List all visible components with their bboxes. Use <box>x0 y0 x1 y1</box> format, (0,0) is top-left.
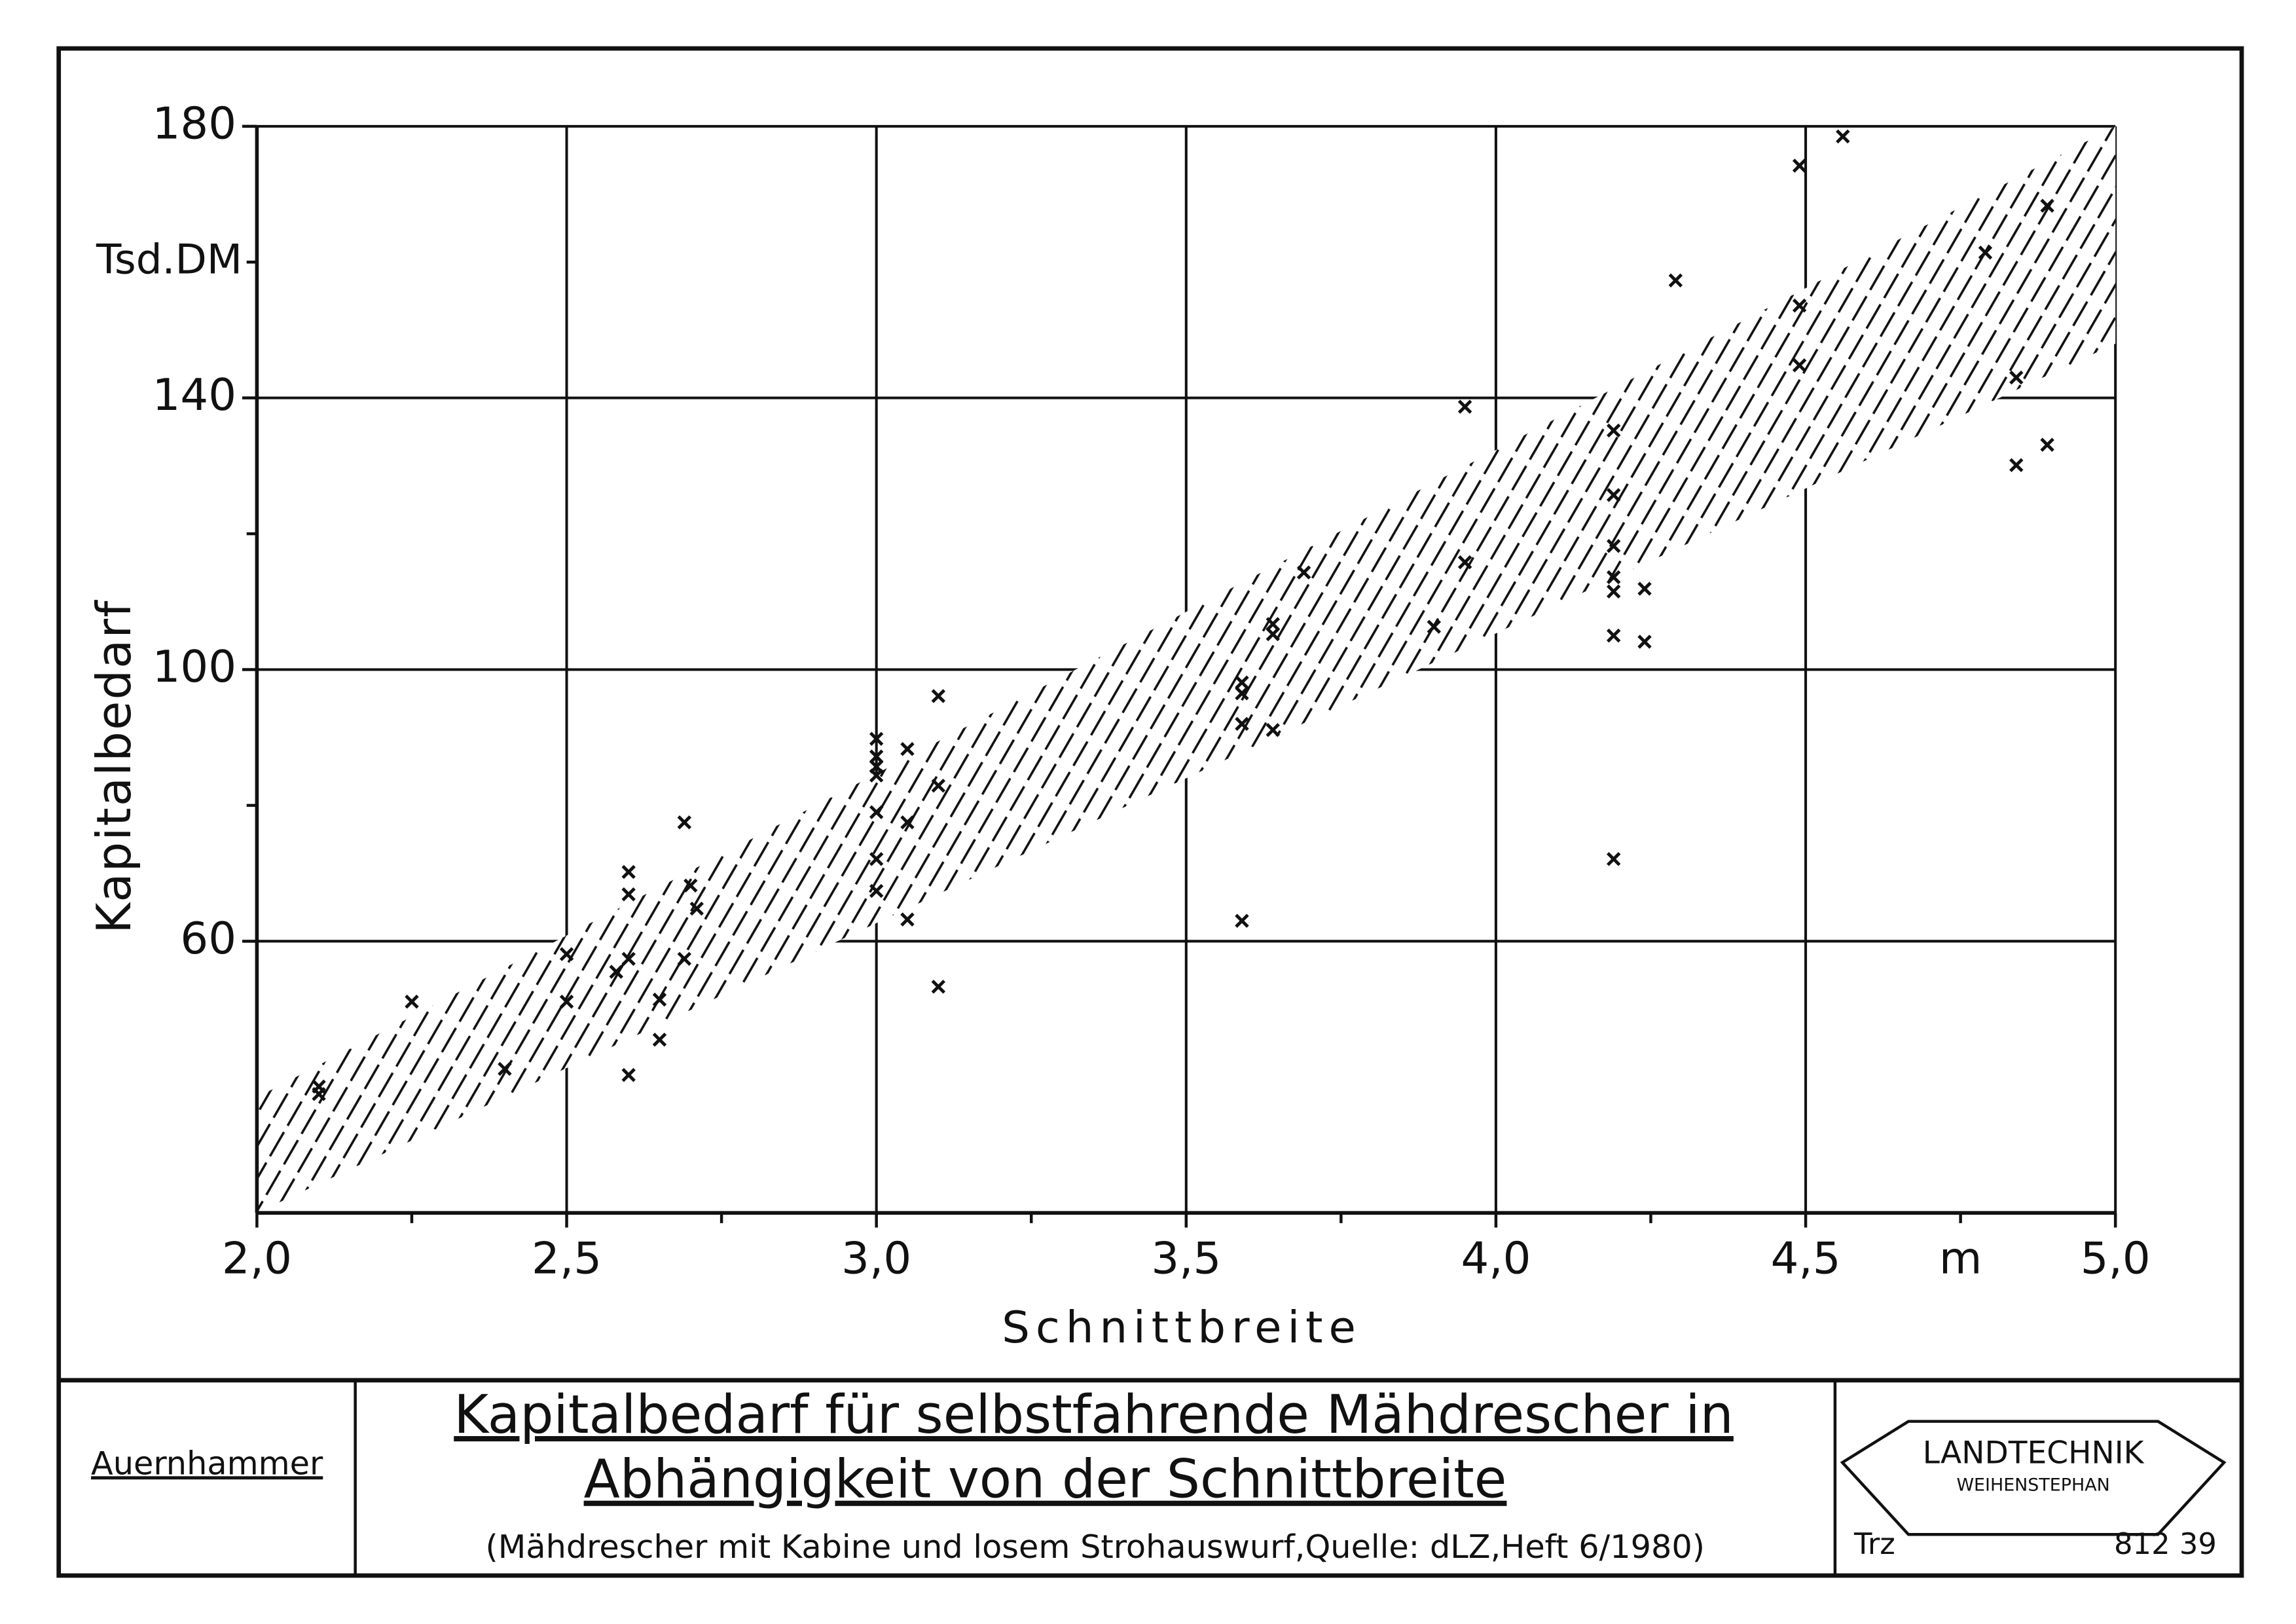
point <box>931 980 946 994</box>
point <box>2040 437 2054 452</box>
point <box>621 864 636 879</box>
point <box>677 815 692 830</box>
point <box>869 749 884 764</box>
x-axis-label: Schnittbreite <box>1002 1302 1362 1353</box>
point <box>931 779 946 793</box>
point <box>1792 158 1807 173</box>
point <box>1235 716 1249 731</box>
y-tick-label: 60 <box>180 913 236 964</box>
x-tick-label: 2,0 <box>222 1233 292 1284</box>
point <box>1235 686 1249 701</box>
point <box>869 805 884 819</box>
point <box>1792 298 1807 313</box>
point <box>931 689 946 703</box>
point <box>2009 458 2024 473</box>
point <box>621 1067 636 1082</box>
x-tick-label: 5,0 <box>2081 1233 2151 1284</box>
title: Abhängigkeit von der Schnittbreite <box>584 1449 1507 1511</box>
y-axis-label: Kapitalbedarf <box>86 599 141 933</box>
point <box>1792 358 1807 373</box>
point <box>1235 675 1249 690</box>
point <box>869 883 884 898</box>
point <box>1637 581 1652 596</box>
point <box>900 912 915 927</box>
point <box>652 1032 667 1047</box>
point <box>869 852 884 866</box>
x-tick-label: 3,0 <box>841 1233 911 1284</box>
code: Trz <box>1853 1526 1895 1561</box>
point <box>869 768 884 783</box>
frame <box>56 46 2244 1578</box>
point <box>312 1086 326 1101</box>
point <box>1607 628 1621 643</box>
point <box>1607 852 1621 866</box>
point <box>1607 423 1621 438</box>
point <box>1235 913 1249 928</box>
logo-text: LANDTECHNIK <box>1923 1435 2145 1471</box>
point <box>1457 399 1472 414</box>
point <box>1637 635 1652 649</box>
point <box>498 1061 512 1077</box>
point <box>683 878 698 893</box>
x-tick-label: 4,5 <box>1771 1233 1841 1284</box>
point <box>652 992 667 1007</box>
y-unit: Tsd.DM <box>96 235 242 283</box>
point <box>677 951 692 967</box>
number: 812 39 <box>2114 1526 2217 1561</box>
point <box>621 887 636 902</box>
point <box>1266 617 1280 631</box>
y-tick-label: 140 <box>153 369 236 420</box>
x-unit: m <box>1939 1233 1982 1284</box>
point <box>869 731 884 746</box>
point <box>1607 488 1621 502</box>
point <box>559 994 574 1009</box>
subtitle: (Mähdrescher mit Kabine und losem Stroha… <box>486 1528 1705 1566</box>
point <box>2040 198 2054 213</box>
x-tick-label: 3,5 <box>1151 1233 1221 1284</box>
y-tick-label: 180 <box>153 98 236 149</box>
point <box>689 901 704 916</box>
point <box>1266 723 1280 737</box>
point <box>2009 370 2024 385</box>
point <box>609 965 623 979</box>
point <box>1978 246 1993 260</box>
plot-area: 2,0 2,5 3,0 3,5 4,0 4,5 5,0 60 100 140 180 Tsd.DM m <box>96 98 2151 1283</box>
point <box>1668 273 1683 287</box>
title: Kapitalbedarf für selbstfahrende Mähdres… <box>454 1384 1734 1446</box>
point <box>900 742 915 756</box>
band <box>257 126 2116 1213</box>
point <box>1607 584 1621 599</box>
y-tick-label: 100 <box>153 641 236 692</box>
point <box>1427 619 1442 634</box>
point <box>621 951 636 967</box>
point <box>1836 129 1850 144</box>
point <box>1607 570 1621 585</box>
point <box>405 994 419 1009</box>
point <box>1607 539 1621 553</box>
point <box>559 947 574 961</box>
logo-text: WEIHENSTEPHAN <box>1956 1475 2109 1496</box>
logo-shape <box>1840 1420 2227 1536</box>
point <box>1296 565 1311 580</box>
x-tick-label: 4,0 <box>1461 1233 1531 1284</box>
point <box>900 815 915 830</box>
x-tick-label: 2,5 <box>532 1233 602 1284</box>
author: Auernhammer <box>91 1444 323 1482</box>
point <box>1457 555 1472 570</box>
point <box>1266 627 1280 642</box>
